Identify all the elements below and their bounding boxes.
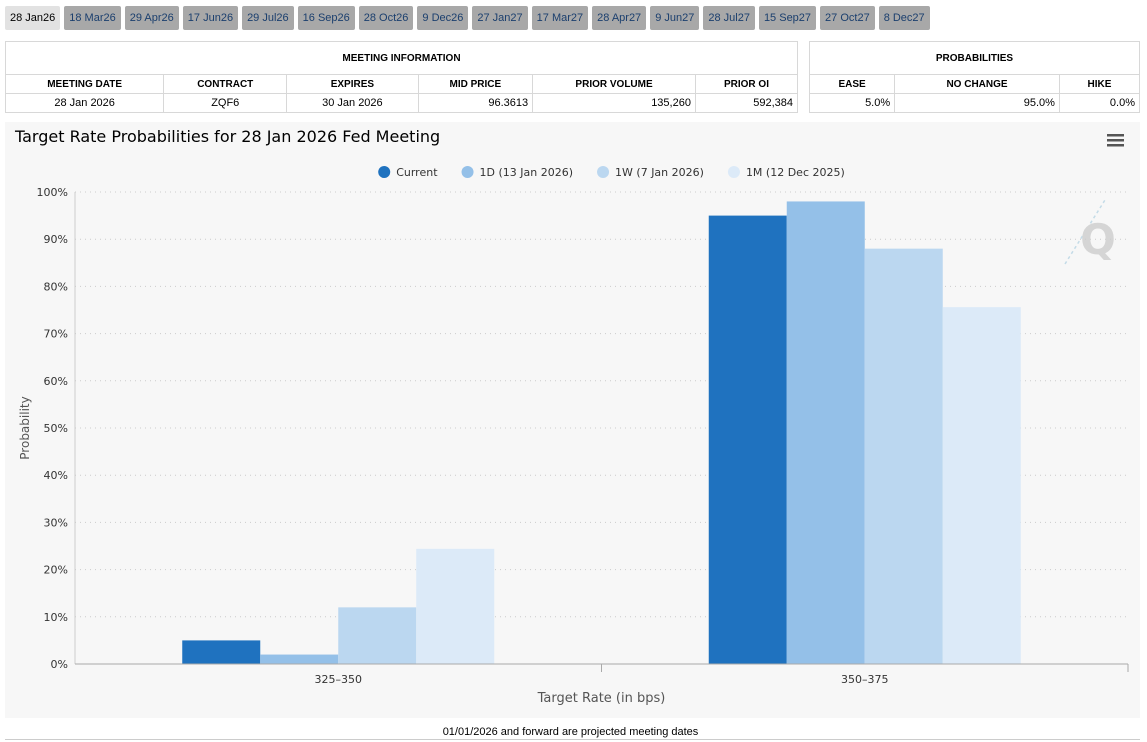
- y-tick-label: 70%: [44, 328, 68, 341]
- table-cell: 95.0%: [894, 93, 1060, 113]
- table-cell: 135,260: [532, 93, 696, 113]
- column-header: MID PRICE: [417, 74, 534, 94]
- table-cell: 5.0%: [808, 93, 896, 113]
- table-cell: ZQF6: [163, 93, 288, 113]
- menu-bar: [1107, 134, 1124, 137]
- y-tick-label: 30%: [44, 516, 68, 529]
- x-tick-label: 325–350: [315, 673, 363, 686]
- column-header: EASE: [808, 74, 896, 94]
- table-cell: 0.0%: [1058, 93, 1141, 113]
- table-cell: 28 Jan 2026: [4, 93, 165, 113]
- bar: [338, 607, 417, 664]
- meeting-tab[interactable]: 27 Oct27: [820, 6, 875, 30]
- table-title-row: PROBABILITIES: [809, 41, 1140, 75]
- column-header: EXPIRES: [286, 74, 419, 94]
- legend-marker[interactable]: [597, 166, 610, 178]
- meeting-tab[interactable]: 9 Jun27: [650, 6, 700, 30]
- logo-stroke: [1064, 199, 1106, 265]
- y-tick-label: 40%: [44, 469, 68, 482]
- legend-marker[interactable]: [378, 166, 391, 178]
- footer-note: 01/01/2026 and forward are projected mee…: [442, 726, 699, 738]
- table-cell: 592,384: [694, 93, 799, 113]
- footer-rule: [5, 739, 1140, 740]
- meeting-tab[interactable]: 28 Jul27: [703, 6, 755, 30]
- x-axis-title: Target Rate (in bps): [537, 691, 666, 706]
- y-tick-label: 90%: [44, 233, 68, 246]
- meeting-tab[interactable]: 28 Oct26: [358, 6, 414, 30]
- chart-title: Target Rate Probabilities for 28 Jan 202…: [14, 127, 440, 146]
- y-tick-label: 80%: [44, 280, 68, 293]
- meeting-tab[interactable]: 29 Jul26: [242, 6, 294, 30]
- bar: [942, 307, 1021, 664]
- y-tick-label: 100%: [37, 186, 68, 199]
- column-header: MEETING DATE: [4, 74, 165, 94]
- table-header-row: MEETING DATE CONTRACT EXPIRES MID PRICE PRIO…: [4, 74, 799, 94]
- meeting-table: MEETING INFORMATION MEETING DATE CONTRACT E…: [4, 41, 799, 113]
- column-header: NO CHANGE: [894, 74, 1060, 94]
- table-title-row: MEETING INFORMATION: [5, 41, 798, 75]
- bar: [864, 248, 943, 664]
- meeting-tab[interactable]: 17 Mar27: [531, 6, 589, 30]
- column-header: PRIOR VOLUME: [532, 74, 696, 94]
- bar: [182, 640, 261, 664]
- y-tick-label: 10%: [44, 611, 68, 624]
- legend-label[interactable]: Current: [396, 166, 438, 179]
- meeting-tab[interactable]: 29 Apr26: [124, 6, 179, 30]
- column-header: PRIOR OI: [694, 74, 799, 94]
- meeting-tab[interactable]: 17 Jun26: [182, 6, 239, 30]
- meeting-tab[interactable]: 18 Mar26: [64, 6, 121, 30]
- table-title: MEETING INFORMATION: [5, 41, 798, 75]
- y-axis-title: Probability: [18, 396, 32, 459]
- table-row: 5.0% 95.0% 0.0%: [808, 93, 1141, 113]
- menu-bar: [1107, 139, 1124, 142]
- legend-label[interactable]: 1M (12 Dec 2025): [746, 166, 845, 179]
- meeting-tab[interactable]: 9 Dec26: [417, 6, 469, 30]
- y-tick-label: 60%: [44, 375, 68, 388]
- meeting-tab[interactable]: 28 Apr27: [592, 6, 647, 30]
- meeting-tab[interactable]: 15 Sep27: [758, 6, 817, 30]
- column-header: HIKE: [1058, 74, 1141, 94]
- bar: [260, 654, 339, 664]
- table-row: 28 Jan 2026 ZQF6 30 Jan 2026 96.3613 135,260…: [4, 93, 799, 113]
- y-tick-label: 50%: [44, 422, 68, 435]
- logo: Q: [1064, 199, 1116, 265]
- y-tick-label: 0%: [51, 658, 68, 671]
- legend-label[interactable]: 1D (13 Jan 2026): [480, 166, 574, 179]
- column-header: CONTRACT: [163, 74, 288, 94]
- table-title: PROBABILITIES: [809, 41, 1140, 75]
- bar: [786, 201, 865, 664]
- table-header-row: EASE NO CHANGE HIKE: [808, 74, 1141, 94]
- tab-bar: 28 Jan26 18 Mar26 29 Apr26 17 Jun26 29 Jul26…: [5, 6, 930, 30]
- legend-marker[interactable]: [727, 166, 740, 178]
- bar: [416, 548, 495, 664]
- y-tick-label: 20%: [44, 564, 68, 577]
- bar: [708, 215, 787, 664]
- table-cell: 96.3613: [417, 93, 534, 113]
- menu-icon[interactable]: [1107, 134, 1124, 147]
- menu-bar: [1107, 144, 1124, 147]
- meeting-tab[interactable]: 28 Jan26: [5, 6, 61, 30]
- probability-table: PROBABILITIES EASE NO CHANGE HIKE 5.0% 95.0% 0…: [808, 41, 1141, 113]
- meeting-tab[interactable]: 16 Sep26: [297, 6, 355, 30]
- table-cell: 30 Jan 2026: [286, 93, 419, 113]
- legend-label[interactable]: 1W (7 Jan 2026): [615, 166, 704, 179]
- meeting-tab[interactable]: 8 Dec27: [878, 6, 930, 30]
- chart: Target Rate Probabilities for 28 Jan 202…: [5, 122, 1140, 718]
- meeting-tab[interactable]: 27 Jan27: [472, 6, 528, 30]
- logo-letter: Q: [1080, 215, 1116, 264]
- x-tick-label: 350–375: [841, 673, 889, 686]
- legend-marker[interactable]: [461, 166, 474, 178]
